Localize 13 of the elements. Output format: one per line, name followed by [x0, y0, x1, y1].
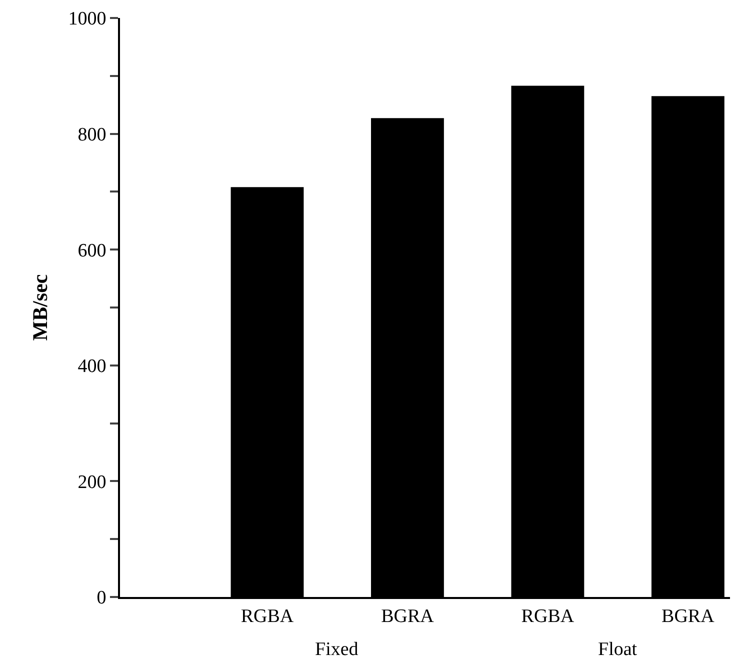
y-tick-label: 800 [78, 124, 106, 146]
text: Fixed [315, 639, 359, 660]
y-tick-label: 400 [78, 356, 106, 378]
y-tick-label: 0 [96, 588, 106, 609]
x-tick-label: BGRA [662, 606, 715, 627]
text: Float [598, 639, 638, 660]
y-tick-label: 600 [78, 240, 106, 262]
x-tick-label: BGRA [381, 606, 434, 627]
y-tick-label: 200 [78, 472, 106, 493]
y-axis-title: MB/sec [28, 274, 52, 341]
y-tick-label: 1000 [68, 8, 106, 30]
x-tick-label: RGBA [240, 606, 294, 627]
x-tick-label: RGBA [521, 606, 574, 627]
